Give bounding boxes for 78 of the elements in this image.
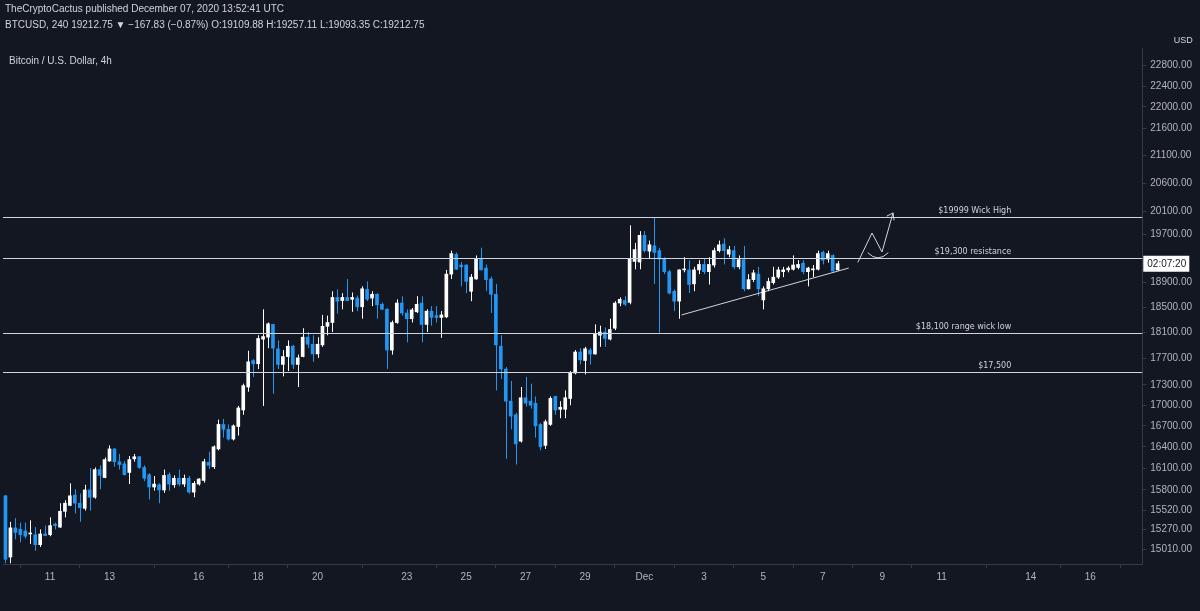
x-tick-label: 16: [1084, 570, 1097, 582]
candlestick: [350, 291, 355, 313]
candlestick: [498, 334, 503, 380]
candlestick: [167, 471, 171, 492]
y-tick-label: 15270.00: [1150, 523, 1193, 535]
x-tick-label: 9: [879, 570, 886, 582]
candlestick: [583, 346, 587, 375]
candlestick: [399, 295, 404, 317]
candlestick: [221, 418, 226, 439]
y-tick-label: 15800.00: [1150, 483, 1193, 495]
candlestick: [162, 469, 166, 494]
candlestick: [360, 285, 364, 320]
y-tick-label: 17700.00: [1150, 352, 1193, 364]
candlestick: [295, 354, 300, 388]
text: TheCryptoCactus published December 07, 2020 13:52:41 UTC: [5, 3, 285, 14]
candlestick: [325, 315, 330, 336]
y-tick-label: 22800.00: [1150, 59, 1193, 71]
text: Bitcoin / U.S. Dollar, 4h: [9, 54, 112, 66]
candlestick: [290, 344, 295, 370]
candlestick: [276, 339, 280, 370]
y-tick-label: 17300.00: [1150, 378, 1193, 390]
x-tick-label: 13: [103, 570, 116, 582]
y-tick-label: 22000.00: [1150, 100, 1193, 112]
x-tick-label: 5: [760, 570, 767, 582]
y-tick-label: 17000.00: [1150, 398, 1193, 410]
x-tick-label: 11: [44, 570, 56, 582]
y-tick-label: 21600.00: [1150, 121, 1193, 133]
candlestick: [77, 493, 82, 523]
candlestick: [300, 327, 305, 358]
y-tick-label: 15010.00: [1150, 543, 1193, 555]
ref-line-label: $19,300 resistance: [934, 246, 1012, 256]
ref-line-label: $18,100 range wick low: [915, 321, 1012, 331]
x-tick-label: 29: [579, 570, 592, 582]
y-tick-label: 16100.00: [1150, 461, 1193, 473]
x-tick-label: Dec: [635, 570, 654, 582]
x-tick-label: 14: [1025, 570, 1037, 582]
y-tick-label: 18500.00: [1150, 301, 1193, 313]
x-tick-label: 7: [820, 570, 827, 582]
candlestick: [285, 339, 290, 372]
ref-line-label: $19999 Wick High: [938, 205, 1012, 215]
y-axis-title: USD: [1173, 34, 1194, 45]
candlestick: [157, 482, 161, 504]
candlestick: [687, 259, 691, 294]
x-tick-label: 11: [936, 570, 948, 582]
candlestick: [127, 455, 132, 485]
candlestick: [692, 266, 696, 292]
candlestick: [365, 280, 369, 302]
y-tick-label: 18100.00: [1150, 326, 1193, 338]
y-tick-label: 20600.00: [1150, 176, 1193, 188]
y-tick-label: 15520.00: [1150, 504, 1193, 516]
y-tick-label: 20100.00: [1150, 205, 1193, 217]
candlestick: [82, 484, 87, 512]
candlestick: [830, 253, 835, 274]
candlestick: [48, 516, 52, 537]
x-tick-label: 20: [311, 570, 324, 582]
x-tick-label: 3: [701, 570, 708, 582]
x-tick-label: 25: [460, 570, 473, 582]
x-tick-label: 23: [401, 570, 413, 582]
candlestick: [33, 526, 38, 552]
y-tick-label: 19700.00: [1150, 228, 1193, 240]
y-tick-label: 22400.00: [1150, 79, 1193, 91]
candlestick: [523, 376, 528, 408]
text: 02:07:20: [1147, 258, 1187, 270]
candlestick: [573, 349, 577, 375]
x-tick-label: 16: [193, 570, 205, 582]
y-tick-label: 16700.00: [1150, 419, 1193, 431]
x-tick-label: 18: [252, 570, 265, 582]
y-tick-label: 18900.00: [1150, 276, 1193, 288]
candlestick: [404, 308, 409, 343]
x-tick-label: 27: [520, 570, 532, 582]
ref-line-label: $17,500: [978, 360, 1012, 370]
candlestick: [87, 467, 92, 512]
chart-subtitle: BTCUSD, 240 19212.75 ▼ −167.83 (−0.87%) O:19109.88 H:19257.11 L:19093.35 C:19212.75: [5, 19, 425, 30]
candlestick: [449, 250, 454, 280]
candlestick: [647, 240, 652, 260]
candlestick: [607, 318, 612, 341]
y-tick-label: 21100.00: [1150, 149, 1192, 161]
y-tick-label: 16400.00: [1150, 440, 1193, 452]
